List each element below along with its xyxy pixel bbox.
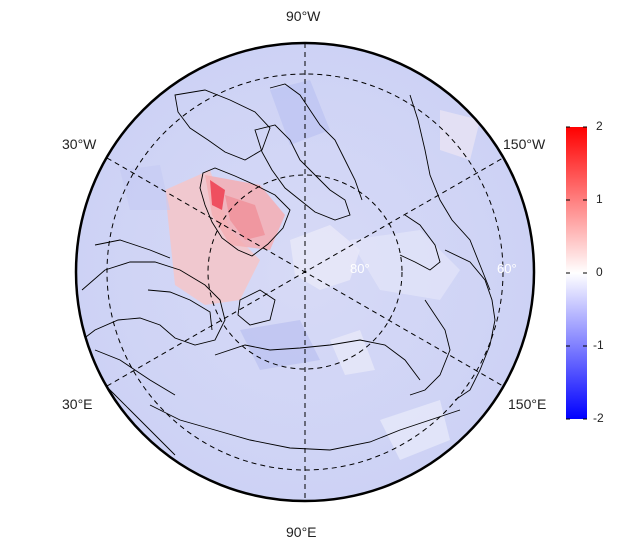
longitude-label-top: 90°W [286, 8, 321, 24]
longitude-label-bottom: 90°E [286, 524, 317, 540]
colorbar-tick-marks [566, 126, 587, 420]
colorbar-label-0: 0 [596, 265, 603, 279]
colorbar-label-2: 2 [596, 119, 603, 133]
longitude-label-upper-right: 150°W [503, 136, 546, 152]
longitude-label-lower-left: 30°E [62, 396, 93, 412]
colorbar-label-neg2: -2 [593, 411, 604, 425]
latitude-label-inner-right: 60° [497, 261, 517, 276]
longitude-label-upper-left: 30°W [62, 136, 97, 152]
colorbar-gradient [566, 127, 587, 419]
colorbar-label-neg1: -1 [593, 338, 604, 352]
latitude-label-inner-left: 80° [350, 261, 370, 276]
colorbar-label-1: 1 [596, 192, 603, 206]
colorbar [566, 126, 587, 420]
coastlines [81, 83, 496, 456]
graticule-meridians [106, 43, 504, 501]
longitude-label-lower-right: 150°E [508, 396, 547, 412]
